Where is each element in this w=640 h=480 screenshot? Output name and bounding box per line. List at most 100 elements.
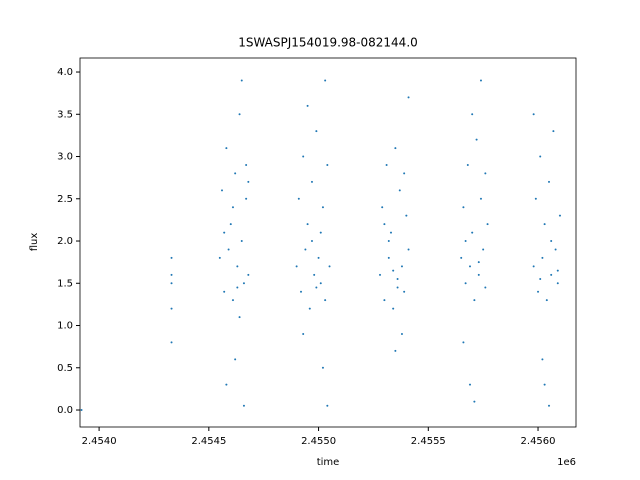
point xyxy=(242,282,245,285)
point xyxy=(321,366,324,369)
point xyxy=(317,256,320,259)
point xyxy=(300,290,303,293)
y-tick-label: 1.0 xyxy=(57,321,73,332)
x-tick-label: 2.4555 xyxy=(411,436,446,447)
point xyxy=(466,163,469,166)
point xyxy=(403,290,406,293)
point xyxy=(236,265,239,268)
point xyxy=(238,316,241,319)
x-tick-label: 2.4545 xyxy=(191,436,226,447)
point xyxy=(460,256,463,259)
y-tick-label: 3.5 xyxy=(57,109,73,120)
point xyxy=(315,130,318,133)
point xyxy=(304,248,307,251)
point xyxy=(548,404,551,407)
point xyxy=(220,189,223,192)
point xyxy=(556,269,559,272)
point xyxy=(468,383,471,386)
point xyxy=(302,155,305,158)
point xyxy=(486,223,489,226)
y-tick-label: 2.5 xyxy=(57,194,73,205)
point xyxy=(295,265,298,268)
point xyxy=(400,265,403,268)
point xyxy=(387,256,390,259)
point xyxy=(407,248,410,251)
point xyxy=(462,341,465,344)
point xyxy=(315,286,318,289)
point xyxy=(319,282,322,285)
point xyxy=(234,172,237,175)
point xyxy=(484,172,487,175)
point xyxy=(468,265,471,268)
point xyxy=(473,400,476,403)
point xyxy=(170,282,173,285)
point xyxy=(242,404,245,407)
point xyxy=(247,273,250,276)
point xyxy=(484,286,487,289)
point xyxy=(385,163,388,166)
y-axis-label: flux xyxy=(29,233,40,252)
point xyxy=(231,299,234,302)
point xyxy=(170,307,173,310)
point xyxy=(324,299,327,302)
point xyxy=(539,278,542,281)
point xyxy=(383,299,386,302)
y-tick-label: 2.0 xyxy=(57,236,73,247)
point xyxy=(462,206,465,209)
point xyxy=(550,273,553,276)
point xyxy=(240,79,243,82)
x-tick-label: 2.4540 xyxy=(82,436,117,447)
point xyxy=(471,113,474,116)
x-axis-label: time xyxy=(317,457,340,468)
point xyxy=(475,138,478,141)
point xyxy=(310,180,313,183)
point xyxy=(238,113,241,116)
point xyxy=(539,155,542,158)
x-offset-label: 1e6 xyxy=(557,457,576,468)
point xyxy=(306,104,309,107)
y-tick-label: 3.0 xyxy=(57,152,73,163)
point xyxy=(227,248,230,251)
point xyxy=(240,240,243,243)
point xyxy=(170,256,173,259)
point xyxy=(302,332,305,335)
point xyxy=(545,299,548,302)
point xyxy=(396,286,399,289)
point xyxy=(548,180,551,183)
y-tick-label: 1.5 xyxy=(57,278,73,289)
point xyxy=(231,206,234,209)
point xyxy=(403,172,406,175)
point xyxy=(556,282,559,285)
point xyxy=(550,240,553,243)
point xyxy=(552,130,555,133)
point xyxy=(482,248,485,251)
point xyxy=(479,197,482,200)
point xyxy=(541,358,544,361)
point xyxy=(392,307,395,310)
point xyxy=(297,197,300,200)
point xyxy=(554,248,557,251)
point xyxy=(310,240,313,243)
y-tick-label: 0.0 xyxy=(57,405,73,416)
point xyxy=(218,256,221,259)
plot-frame xyxy=(79,57,577,428)
point xyxy=(245,163,248,166)
point xyxy=(479,79,482,82)
point xyxy=(381,206,384,209)
point xyxy=(532,265,535,268)
point xyxy=(473,299,476,302)
y-tick-label: 0.5 xyxy=(57,363,73,374)
point xyxy=(328,265,331,268)
point xyxy=(558,214,561,217)
point xyxy=(394,349,397,352)
point xyxy=(306,223,309,226)
point xyxy=(392,269,395,272)
point xyxy=(326,404,329,407)
point xyxy=(379,273,382,276)
point xyxy=(324,79,327,82)
point xyxy=(471,231,474,234)
point xyxy=(170,273,173,276)
point xyxy=(543,223,546,226)
